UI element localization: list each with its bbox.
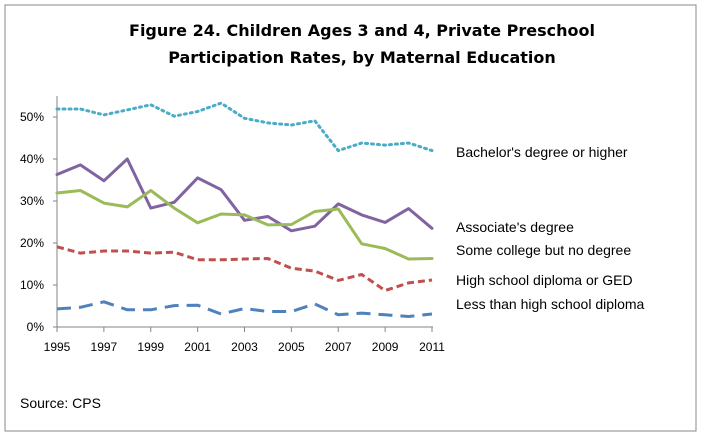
series-label: High school diploma or GED <box>456 272 633 288</box>
x-tick-label: 2005 <box>278 340 305 354</box>
series-line-3 <box>56 245 433 292</box>
series-line-1 <box>55 157 434 233</box>
chart-title-line-2: Participation Rates, by Maternal Educati… <box>168 48 556 67</box>
y-tick-label: 10% <box>20 278 44 292</box>
series-label: Less than high school diploma <box>456 296 645 312</box>
y-tick-label: 30% <box>20 194 44 208</box>
series-label: Bachelor's degree or higher <box>456 144 628 160</box>
x-tick-label: 1997 <box>91 340 118 354</box>
series-line-2 <box>55 189 434 261</box>
x-tick-label: 2009 <box>372 340 399 354</box>
chart-border <box>4 4 697 432</box>
x-tick-label: 2001 <box>184 340 211 354</box>
series-line-4 <box>56 300 433 318</box>
series-label: Some college but no degree <box>456 242 631 258</box>
source-note: Source: CPS <box>20 395 101 411</box>
x-tick-label: 1999 <box>137 340 164 354</box>
x-tick-label: 2007 <box>325 340 352 354</box>
chart-title-line-1: Figure 24. Children Ages 3 and 4, Privat… <box>129 21 595 40</box>
y-tick-label: 20% <box>20 236 44 250</box>
y-tick-label: 40% <box>20 152 44 166</box>
x-tick-label: 2011 <box>419 340 445 354</box>
y-tick-label: 0% <box>27 320 45 334</box>
series-line-0 <box>55 101 434 153</box>
y-tick-label: 50% <box>20 110 44 124</box>
x-tick-label: 1995 <box>44 340 71 354</box>
x-tick-label: 2003 <box>231 340 258 354</box>
series-label: Associate's degree <box>456 219 574 235</box>
